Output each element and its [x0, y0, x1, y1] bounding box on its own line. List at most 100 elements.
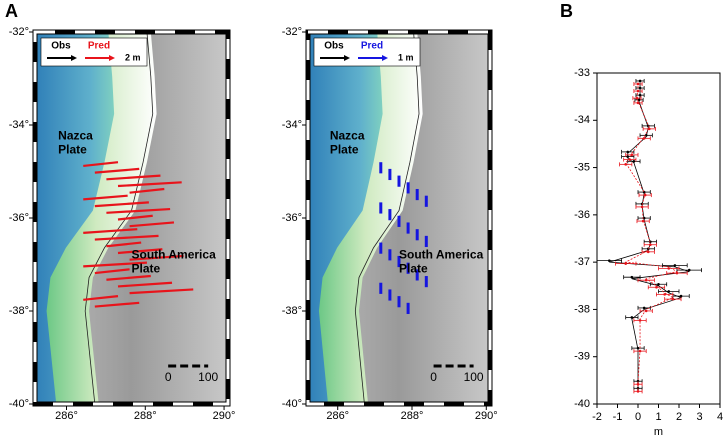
y-tick-label: -40 — [574, 398, 590, 410]
displacement-arrow — [83, 228, 138, 234]
plate-label: Plate — [132, 261, 161, 275]
x-tick-label: 290° — [213, 410, 236, 422]
data-point — [636, 382, 640, 386]
data-point — [647, 127, 651, 131]
scale-bar-label: 0 — [165, 370, 172, 384]
data-point — [655, 285, 658, 289]
y-tick-label: -36 — [574, 209, 590, 221]
legend-label: Obs — [324, 41, 344, 52]
data-point — [624, 262, 627, 265]
displacement-arrow — [117, 214, 153, 221]
data-point — [642, 137, 646, 140]
data-point — [636, 390, 640, 393]
plate-label: Plate — [330, 142, 359, 156]
data-point — [667, 290, 671, 293]
frame-dash — [33, 30, 230, 406]
y-tick-label: -32° — [9, 26, 29, 38]
displacement-arrow — [129, 221, 175, 228]
displacement-arrow — [94, 201, 149, 208]
y-tick-label: -34° — [282, 119, 302, 131]
data-point — [641, 219, 645, 223]
data-point — [628, 158, 632, 161]
plot-frame — [596, 72, 721, 405]
y-tick-label: -39 — [574, 351, 590, 363]
displacement-arrow — [94, 301, 140, 308]
data-point — [626, 155, 630, 158]
y-tick-label: -36° — [282, 212, 302, 224]
x-tick-label: 286° — [55, 410, 78, 422]
displacement-arrow — [83, 161, 119, 168]
data-point — [638, 319, 642, 322]
data-point — [667, 267, 671, 270]
x-tick-label: 4 — [717, 411, 723, 423]
plate-label: South America — [132, 247, 217, 261]
data-point — [626, 150, 630, 154]
y-tick-label: -40° — [9, 398, 29, 410]
data-point — [632, 160, 636, 163]
panel-label: A — [5, 1, 18, 21]
data-point — [630, 316, 634, 319]
displacement-arrow — [129, 254, 184, 261]
data-point — [642, 306, 646, 310]
displacement-arrow — [94, 167, 140, 174]
x-tick-label: -1 — [613, 411, 623, 423]
data-point — [657, 282, 660, 286]
frame-dash — [306, 30, 492, 406]
legend-box — [313, 37, 421, 67]
data-point — [636, 101, 640, 105]
displacement-arrow — [83, 261, 148, 268]
displacement-arrow — [94, 234, 159, 241]
y-tick-label: -32° — [282, 26, 302, 38]
data-point — [643, 193, 647, 197]
displacement-arrow — [83, 194, 128, 201]
data-point — [630, 153, 634, 157]
data-point — [638, 86, 642, 90]
displacement-arrow — [106, 207, 171, 214]
legend-box — [40, 37, 148, 67]
data-point — [638, 93, 642, 97]
displacement-arrow — [94, 268, 130, 275]
scale-bar-label: 0 — [430, 370, 437, 384]
scale-bar-label: 100 — [198, 370, 218, 384]
data-point — [644, 309, 648, 313]
x-tick-label: 2 — [676, 411, 682, 423]
displacement-arrow — [83, 295, 119, 301]
data-point — [636, 82, 640, 86]
data-point — [624, 163, 627, 166]
displacement-arrow — [117, 281, 173, 288]
plate-label: Plate — [58, 142, 87, 156]
panel-label: B — [560, 1, 573, 21]
x-tick-label: -2 — [592, 411, 602, 423]
data-point — [642, 216, 646, 220]
legend-arrowhead — [382, 55, 388, 61]
coastline — [354, 31, 420, 405]
y-tick-label: -37 — [574, 256, 590, 268]
displacement-arrow — [106, 241, 142, 248]
x-tick-label: 1 — [655, 411, 661, 423]
data-point — [636, 346, 640, 350]
displacement-arrow — [129, 288, 194, 295]
y-tick-label: -38° — [282, 305, 302, 317]
data-point — [675, 271, 679, 275]
y-tick-label: -33 — [574, 67, 590, 79]
y-tick-label: -35 — [574, 161, 590, 173]
data-point — [644, 134, 648, 137]
x-tick-label: 290° — [475, 410, 498, 422]
legend-arrowhead — [71, 55, 77, 61]
data-point — [638, 79, 642, 83]
plate-label: Plate — [399, 261, 428, 275]
legend-label: Obs — [51, 41, 71, 52]
y-tick-label: -36° — [9, 212, 29, 224]
data-point — [671, 297, 675, 301]
y-tick-label: -34 — [574, 114, 590, 126]
scale-bar-label: 100 — [464, 370, 484, 384]
x-tick-label: 288° — [134, 410, 157, 422]
data-point — [687, 268, 691, 272]
ocean — [35, 32, 115, 404]
displacement-arrow — [129, 187, 165, 194]
x-tick-label: 288° — [401, 410, 424, 422]
x-axis-label: m — [654, 426, 663, 438]
data-point — [679, 294, 683, 298]
y-tick-label: -38° — [9, 305, 29, 317]
